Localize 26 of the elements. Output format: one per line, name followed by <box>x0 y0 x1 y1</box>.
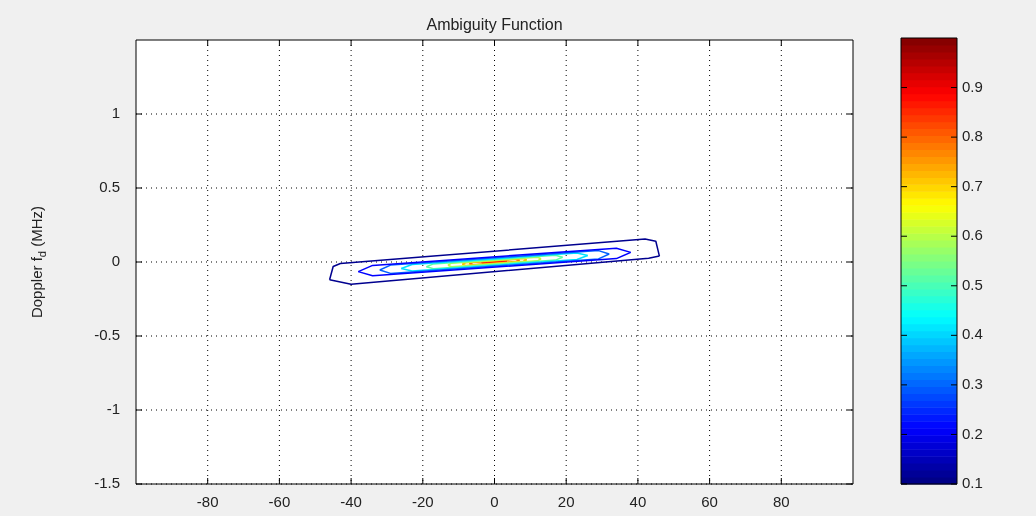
chart-title: Ambiguity Function <box>426 16 563 34</box>
color-bar-label: 0.5 <box>962 275 983 293</box>
color-bar-label: 0.3 <box>962 375 983 393</box>
color-bar-label: 0.9 <box>962 77 983 95</box>
color-bar-label: 0.6 <box>962 226 983 244</box>
y-tick-label: -0.5 <box>94 326 120 344</box>
x-tick-label: -60 <box>268 493 291 511</box>
y-tick-label: 1 <box>111 104 120 122</box>
color-bar-label: 0.2 <box>962 424 983 442</box>
x-tick-label: 0 <box>490 493 499 511</box>
x-tick-label: 80 <box>772 493 790 511</box>
y-tick-label: 0.5 <box>99 178 120 196</box>
y-tick-label: -1 <box>106 400 120 418</box>
color-bar-label: 0.1 <box>962 474 983 492</box>
y-axis-title: Doppler fd (MHz) <box>28 205 49 319</box>
color-bar-label: 0.7 <box>962 176 983 194</box>
x-tick-label: 60 <box>701 493 718 511</box>
y-tick-label: 0 <box>111 252 120 270</box>
x-tick-label: -80 <box>196 493 219 511</box>
x-tick-label: -40 <box>340 493 362 511</box>
x-tick-label: 20 <box>557 493 575 511</box>
y-tick-label: -1.5 <box>94 474 120 492</box>
x-tick-label: 40 <box>629 493 647 511</box>
color-bar-label: 0.4 <box>962 325 983 343</box>
x-tick-label: -20 <box>411 493 434 511</box>
color-bar-label: 0.8 <box>962 127 983 145</box>
